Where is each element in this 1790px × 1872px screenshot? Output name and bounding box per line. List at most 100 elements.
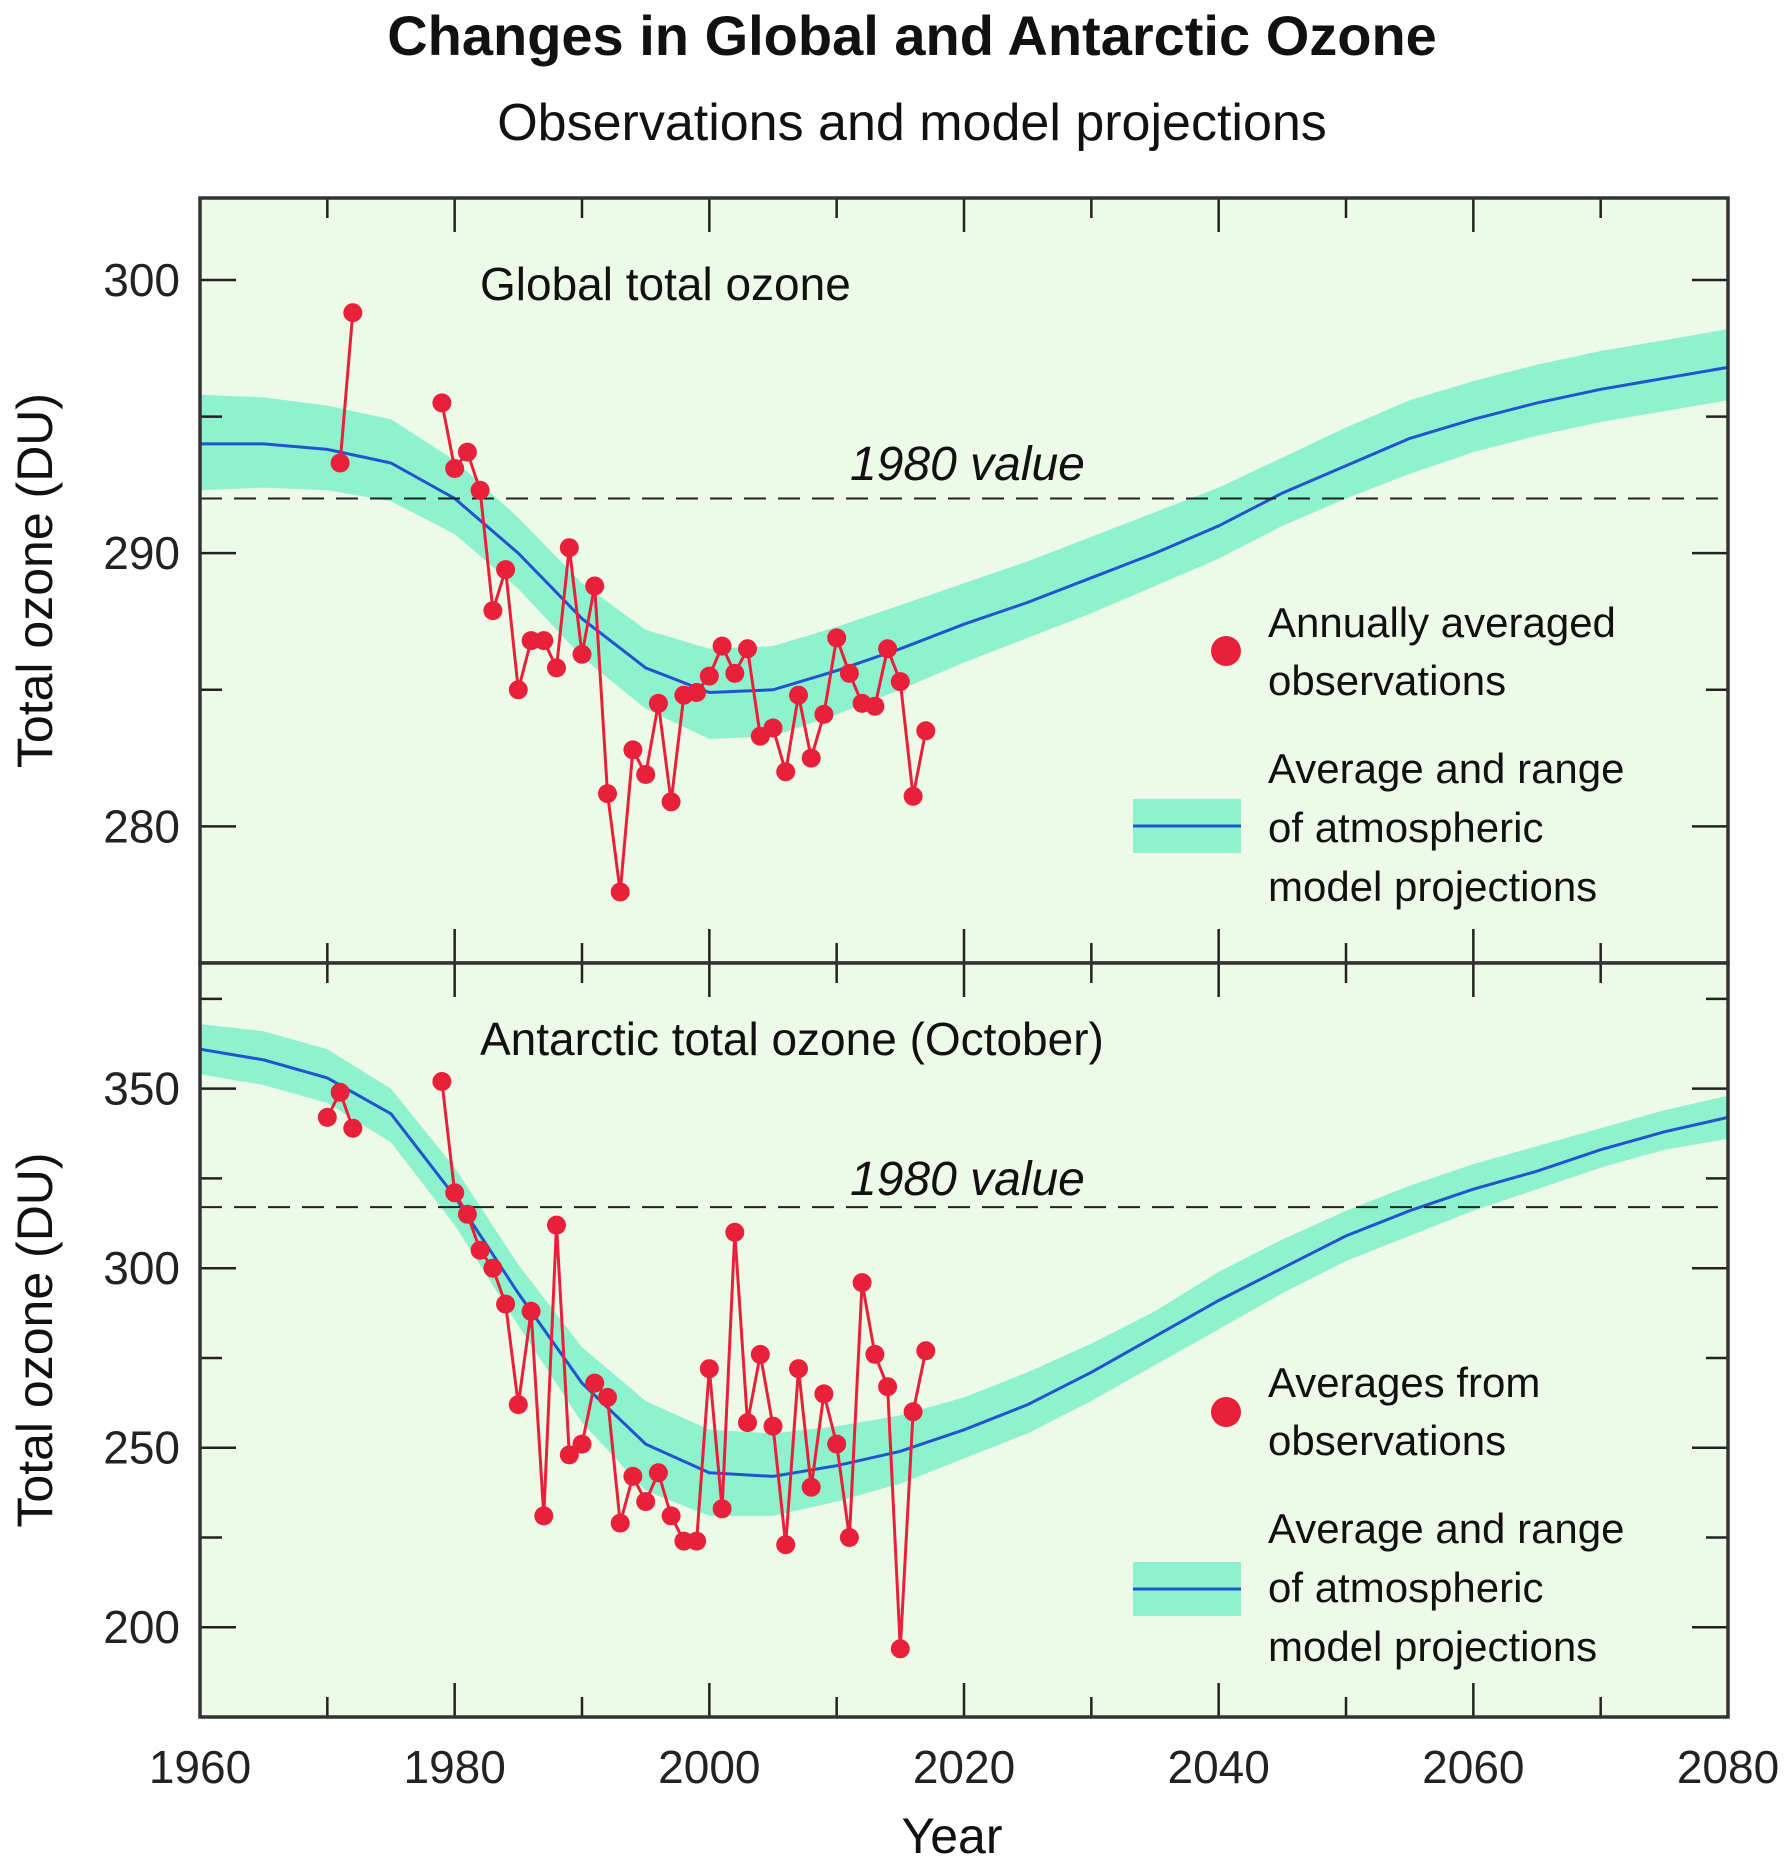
x-axis: 1960 1980 2000 2020 2040 2060 2080	[149, 1741, 1779, 1793]
panel-title: Global total ozone	[480, 258, 851, 310]
observation-point	[534, 1506, 554, 1526]
y-axis-label: Total ozone (DU)	[7, 1152, 63, 1527]
observation-point	[712, 636, 732, 656]
observation-point	[598, 784, 617, 804]
observation-point	[852, 1273, 872, 1293]
observation-point	[738, 639, 757, 659]
observation-point	[457, 1204, 477, 1224]
observation-point	[839, 1528, 859, 1547]
observation-point	[572, 1434, 592, 1454]
observation-point	[483, 1258, 503, 1278]
observation-point	[343, 1118, 363, 1138]
observation-point	[865, 696, 885, 716]
legend-model-text: Average and range	[1268, 745, 1625, 792]
observation-point	[508, 680, 528, 700]
observation-point	[725, 1222, 745, 1242]
observation-point	[457, 442, 477, 462]
observation-point	[483, 601, 503, 621]
x-tick-label: 2020	[913, 1741, 1015, 1793]
legend-model-text: of atmospheric	[1268, 804, 1543, 851]
observation-point	[916, 1341, 936, 1361]
observation-point	[623, 1466, 643, 1486]
y-axis-label: Total ozone (DU)	[7, 393, 63, 768]
observation-point	[661, 792, 681, 812]
y-tick-label: 350	[103, 1063, 180, 1115]
observation-point	[547, 1215, 566, 1235]
figure-subtitle: Observations and model projections	[497, 94, 1327, 152]
observation-point	[559, 538, 579, 558]
observation-point	[661, 1506, 681, 1526]
observation-point	[814, 1384, 834, 1404]
observation-point	[534, 631, 554, 651]
observation-point	[445, 1183, 465, 1203]
panel-title: Antarctic total ozone (October)	[480, 1013, 1104, 1065]
observation-point	[789, 685, 808, 705]
observation-point	[432, 393, 452, 413]
observation-point	[801, 748, 821, 768]
legend-observations-text: Annually averaged	[1268, 599, 1616, 646]
x-tick-label: 1980	[403, 1741, 505, 1793]
observation-point	[916, 721, 936, 741]
legend-model-text: of atmospheric	[1268, 1564, 1543, 1611]
observation-point	[330, 453, 350, 473]
legend-model-text: model projections	[1268, 863, 1597, 910]
observation-point	[878, 1377, 898, 1397]
observation-point	[699, 666, 719, 686]
observation-point	[827, 628, 847, 648]
observation-point	[827, 1434, 847, 1454]
observation-point	[343, 303, 363, 323]
x-tick-label: 2040	[1167, 1741, 1269, 1793]
observation-point	[496, 560, 516, 580]
legend-model-text: model projections	[1268, 1623, 1597, 1670]
legend-observations-text: observations	[1268, 1417, 1506, 1464]
legend-observation-marker	[1211, 1397, 1241, 1427]
observation-point	[725, 663, 745, 683]
observation-point	[330, 1082, 350, 1102]
observation-point	[585, 576, 605, 596]
observation-point	[865, 1344, 885, 1364]
observation-point	[610, 882, 630, 902]
observation-point	[521, 1301, 541, 1321]
observation-point	[648, 1463, 668, 1483]
plot-background	[200, 198, 1728, 963]
y-tick-label: 200	[103, 1601, 180, 1653]
panel-antarctic-ozone: 1980 value Antarctic total ozone (October…	[7, 961, 1730, 1719]
observation-point	[750, 1344, 770, 1364]
observation-line-segment	[338, 312, 355, 464]
observation-point	[763, 718, 783, 738]
observation-point	[572, 644, 592, 664]
observation-point	[801, 1477, 821, 1497]
observation-point	[648, 693, 668, 713]
observation-point	[903, 1402, 923, 1422]
observation-point	[559, 1445, 579, 1465]
observation-point	[763, 1416, 783, 1436]
observation-point	[317, 1107, 337, 1127]
observation-point	[814, 704, 834, 724]
reference-1980-label: 1980 value	[850, 1153, 1085, 1206]
observation-point	[789, 1359, 808, 1379]
figure-title: Changes in Global and Antarctic Ozone	[387, 4, 1437, 67]
plot-background	[200, 963, 1728, 1717]
observation-point	[623, 740, 643, 760]
observation-point	[445, 459, 465, 478]
observation-point	[432, 1072, 452, 1091]
observation-point	[890, 672, 910, 692]
x-tick-label: 2060	[1422, 1741, 1524, 1793]
y-tick-label: 300	[103, 1242, 180, 1294]
legend-observations-text: observations	[1268, 657, 1506, 704]
observation-point	[687, 683, 707, 702]
observation-point	[636, 1492, 656, 1512]
observation-point	[470, 480, 490, 500]
plot-frame	[198, 961, 1730, 1719]
observation-point	[508, 1395, 528, 1415]
observation-point	[776, 1535, 796, 1555]
model-range-band	[200, 329, 1728, 739]
model-range-band	[200, 1024, 1728, 1516]
reference-1980-label: 1980 value	[850, 438, 1085, 491]
observation-point	[598, 1387, 617, 1407]
observation-point	[610, 1513, 630, 1533]
legend-model-text: Average and range	[1268, 1505, 1625, 1552]
observation-point	[712, 1499, 732, 1519]
observation-point	[738, 1413, 757, 1433]
x-axis-label: Year	[901, 1808, 1002, 1864]
